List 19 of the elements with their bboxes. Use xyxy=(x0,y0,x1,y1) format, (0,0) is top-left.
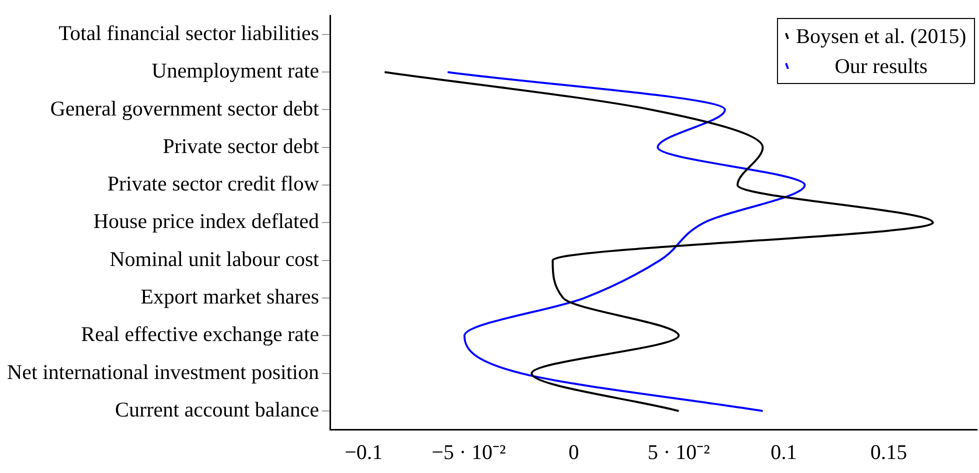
x-tick-label: 0 xyxy=(568,440,579,464)
y-tick-label: Total financial sector liabilities xyxy=(58,20,320,45)
x-tick-label: 0.1 xyxy=(770,440,797,464)
y-tick-label: House price index deflated xyxy=(93,209,320,234)
y-tick-label: General government sector debt xyxy=(50,96,320,120)
y-tick-label: Nominal unit labour cost xyxy=(110,246,320,271)
y-tick-label: Net international investment position xyxy=(6,360,320,384)
y-tick-label: Export market shares xyxy=(140,284,320,309)
y-tick-label: Current account balance xyxy=(114,397,320,422)
y-tick-label: Private sector credit flow xyxy=(107,172,320,196)
y-tick-label: Private sector debt xyxy=(162,134,320,158)
legend-label: Our results xyxy=(834,52,929,80)
legend-label: Boysen et al. (2015) xyxy=(796,22,966,50)
x-tick-label: −5 · 10⁻² xyxy=(432,440,506,464)
y-tick-label: Real effective exchange rate xyxy=(80,322,320,346)
x-tick-label: 0.15 xyxy=(870,440,908,464)
y-tick-label: Unemployment rate xyxy=(152,58,320,83)
x-tick-label: −0.1 xyxy=(344,440,383,464)
x-tick-label: 5 · 10⁻² xyxy=(648,440,710,464)
